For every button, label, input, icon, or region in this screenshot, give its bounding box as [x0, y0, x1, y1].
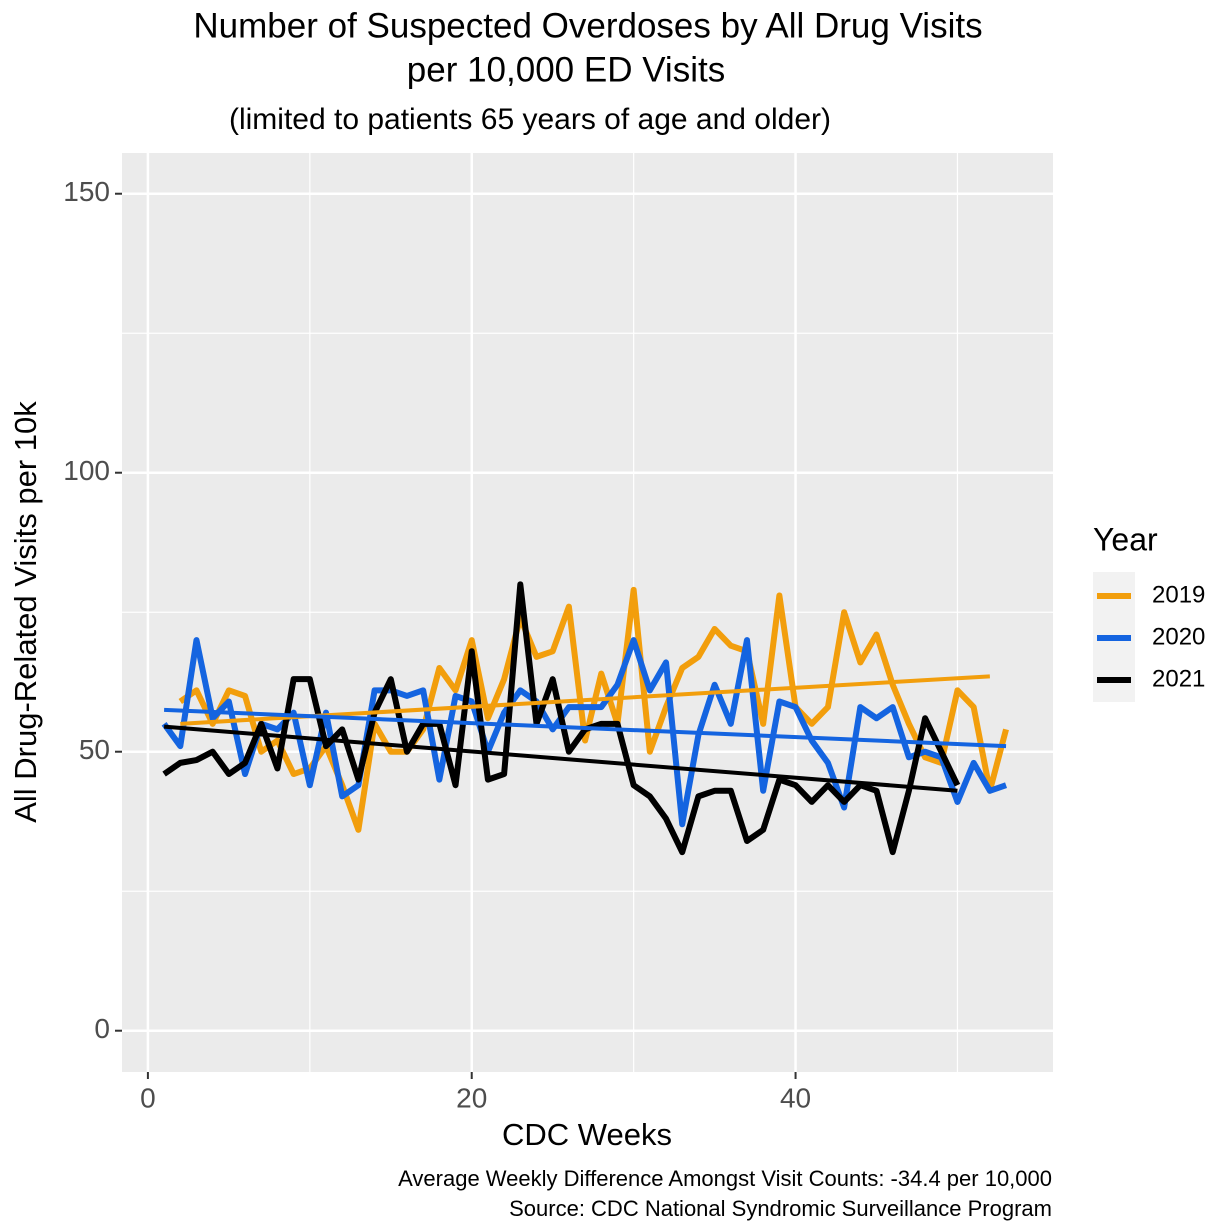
chart-subtitle: (limited to patients 65 years of age and…: [229, 103, 831, 136]
legend-label: 2021: [1152, 665, 1205, 692]
series-line: [162, 581, 961, 856]
legend-title: Year: [1093, 521, 1158, 557]
x-axis-title: CDC Weeks: [502, 1117, 672, 1152]
trend-line: [164, 707, 1007, 749]
x-tick-label: 40: [780, 1082, 811, 1113]
note: Source: CDC National Syndromic Surveilla…: [509, 1196, 1052, 1221]
y-tick-label: 150: [63, 176, 110, 207]
y-tick-label: 50: [79, 734, 110, 765]
x-tick-label: 20: [456, 1082, 487, 1113]
legend-label: 2020: [1152, 623, 1205, 650]
series-line: [161, 637, 1008, 828]
x-tick-label: 0: [140, 1082, 156, 1113]
chart-title: Number of Suspected Overdoses by All Dru…: [193, 6, 982, 45]
legend-label: 2019: [1152, 581, 1205, 608]
note: Average Weekly Difference Amongst Visit …: [398, 1166, 1052, 1191]
trend-line: [163, 724, 958, 793]
y-tick-label: 0: [94, 1013, 110, 1044]
chart-title: per 10,000 ED Visits: [407, 50, 725, 89]
y-tick-label: 100: [63, 455, 110, 486]
y-axis-title: All Drug-Related Visits per 10k: [8, 401, 43, 823]
